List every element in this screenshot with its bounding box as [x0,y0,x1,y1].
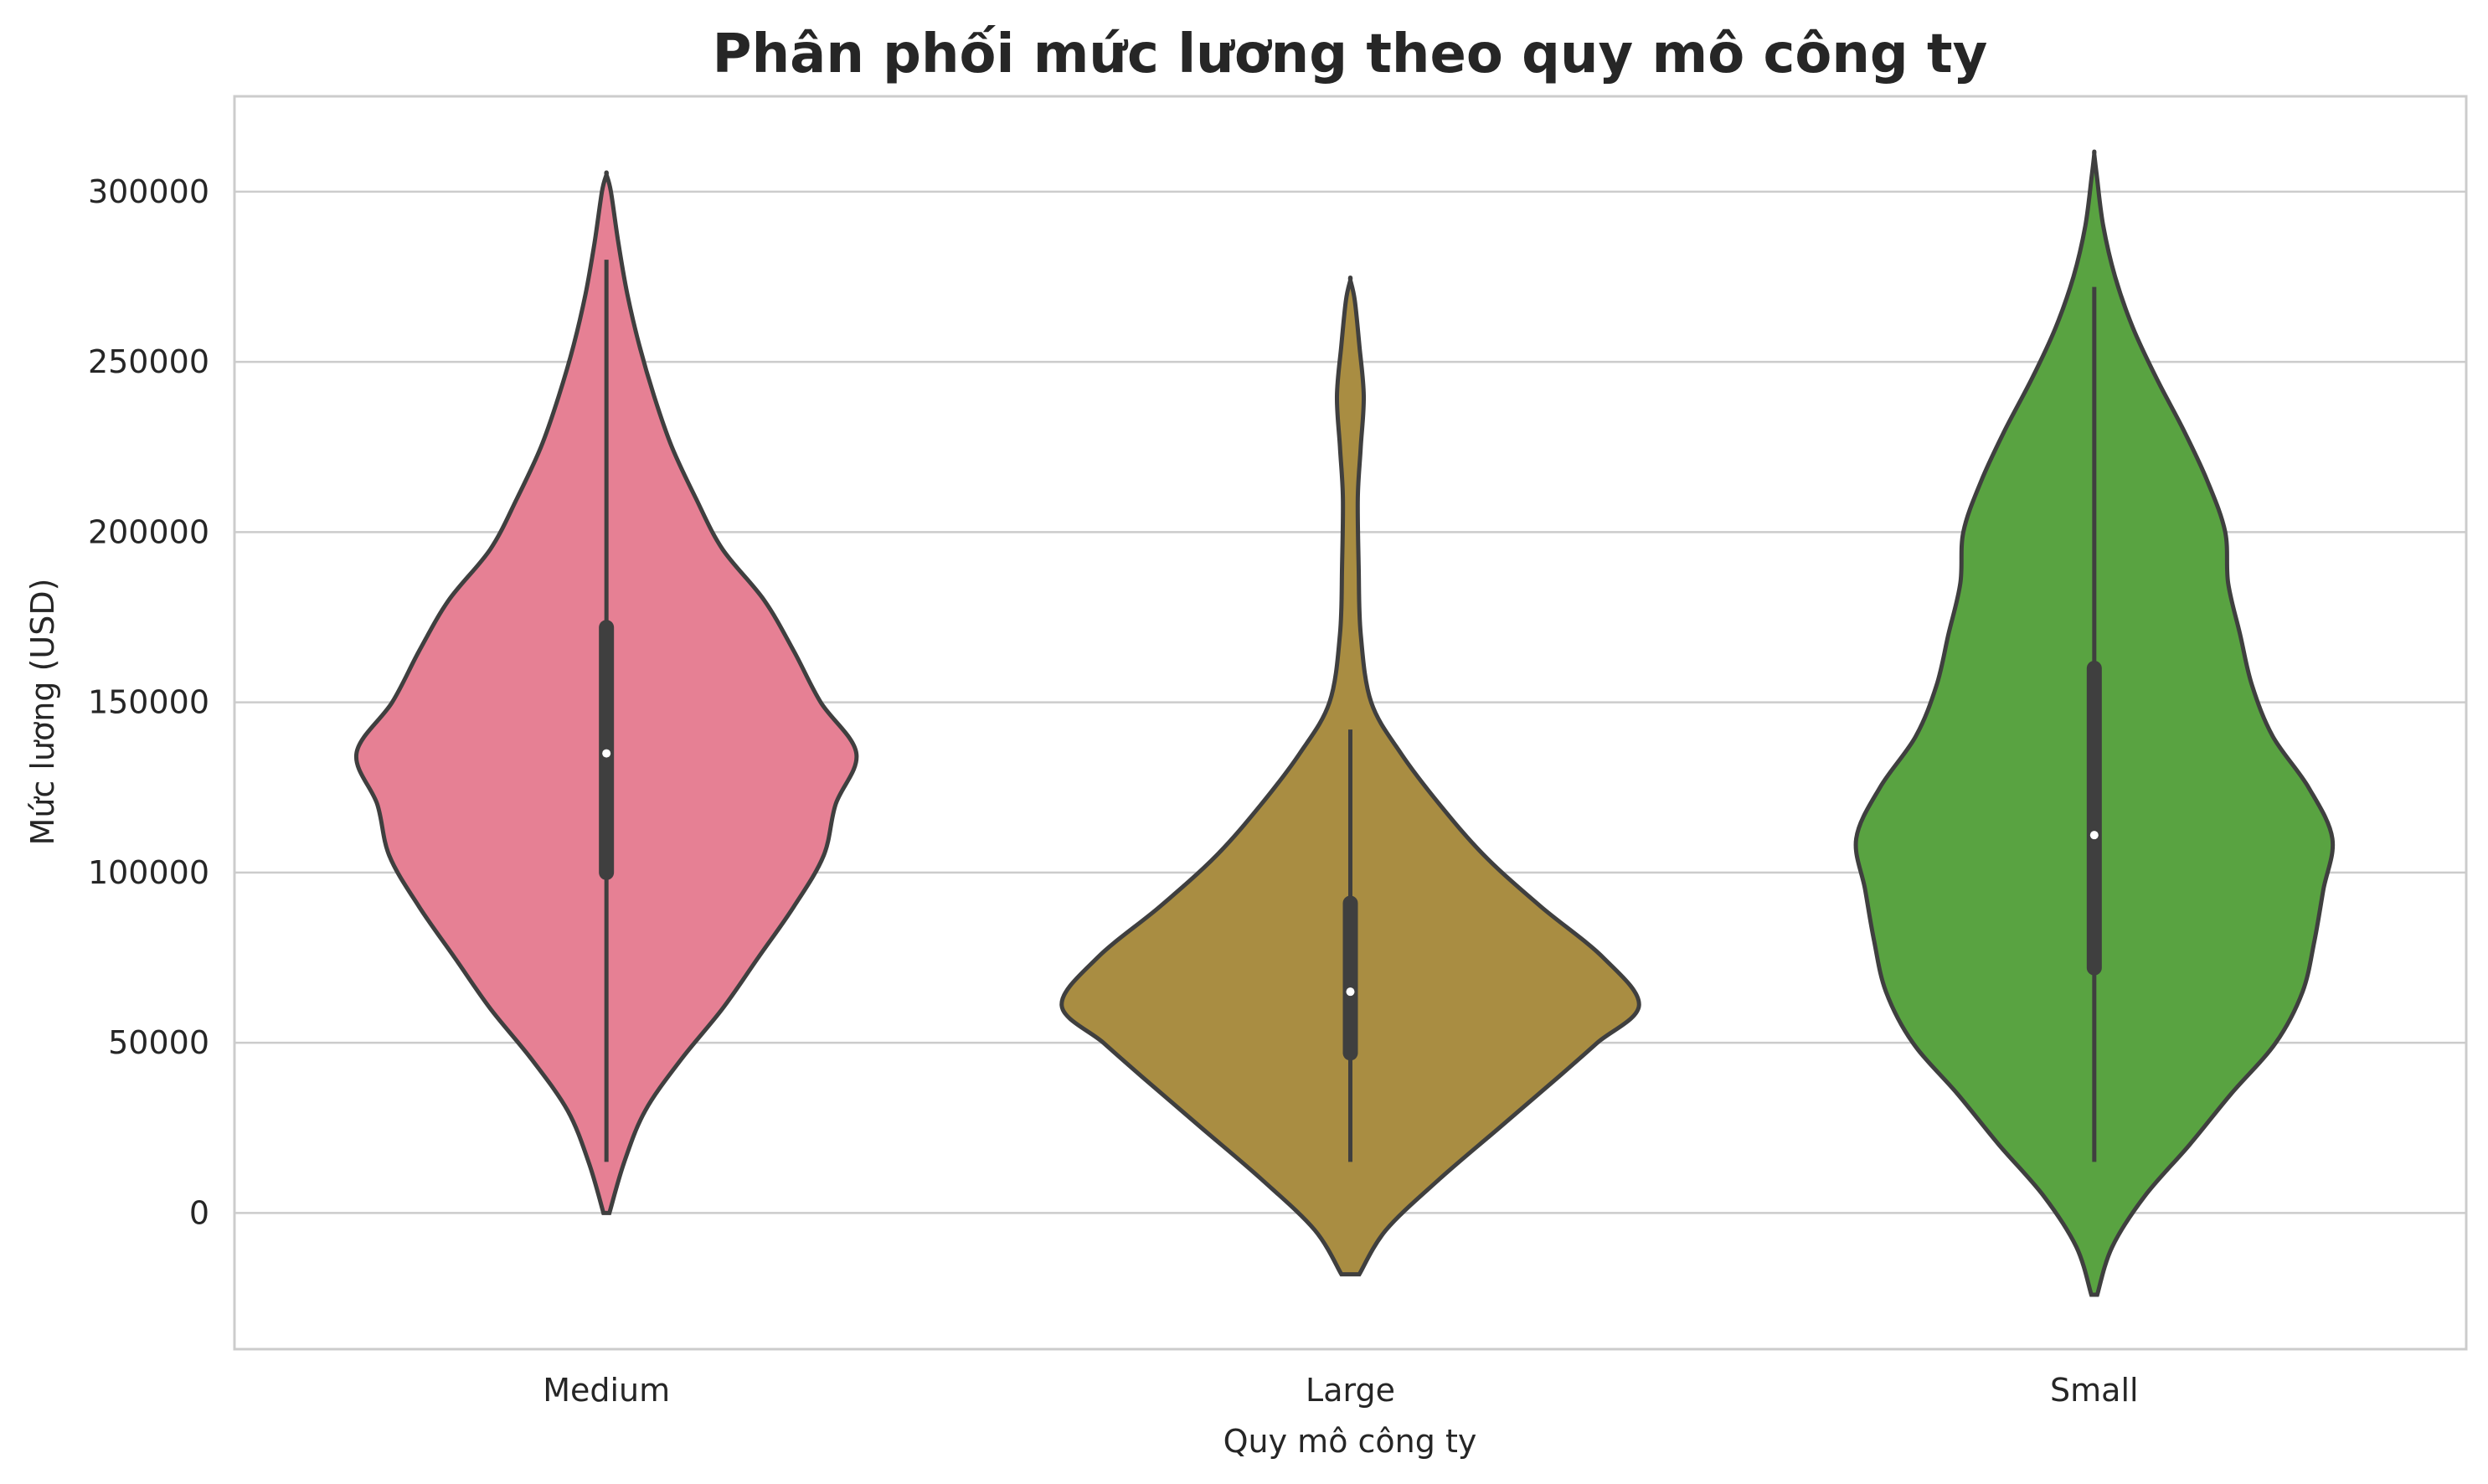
x-tick-labels: Medium Large Small [543,1372,2138,1409]
violins [354,149,2336,1297]
y-tick-label: 100000 [88,854,209,891]
x-tick-label: Large [1306,1372,1395,1409]
y-tick-label: 150000 [88,684,209,721]
y-tick-label: 300000 [88,173,209,210]
median-marker [1346,987,1355,997]
x-tick-label: Small [2050,1372,2139,1409]
y-tick-labels: 0 50000 100000 150000 200000 250000 300000 [88,173,209,1232]
chart-title: Phân phối mức lương theo quy mô công ty [713,23,1988,85]
y-tick-label: 250000 [88,343,209,380]
median-marker [2089,831,2099,840]
plot-frame [233,95,2468,1351]
y-axis-label: Mức lương (USD) [24,579,61,846]
x-axis-label: Quy mô công ty [1223,1423,1477,1460]
y-tick-label: 0 [189,1194,209,1231]
violin-large [1059,276,1641,1277]
violin-medium [354,170,859,1215]
violin-small [1853,149,2336,1297]
y-tick-label: 50000 [108,1024,209,1061]
y-tick-label: 200000 [88,513,209,550]
median-marker [602,749,611,758]
x-tick-label: Medium [543,1372,670,1409]
